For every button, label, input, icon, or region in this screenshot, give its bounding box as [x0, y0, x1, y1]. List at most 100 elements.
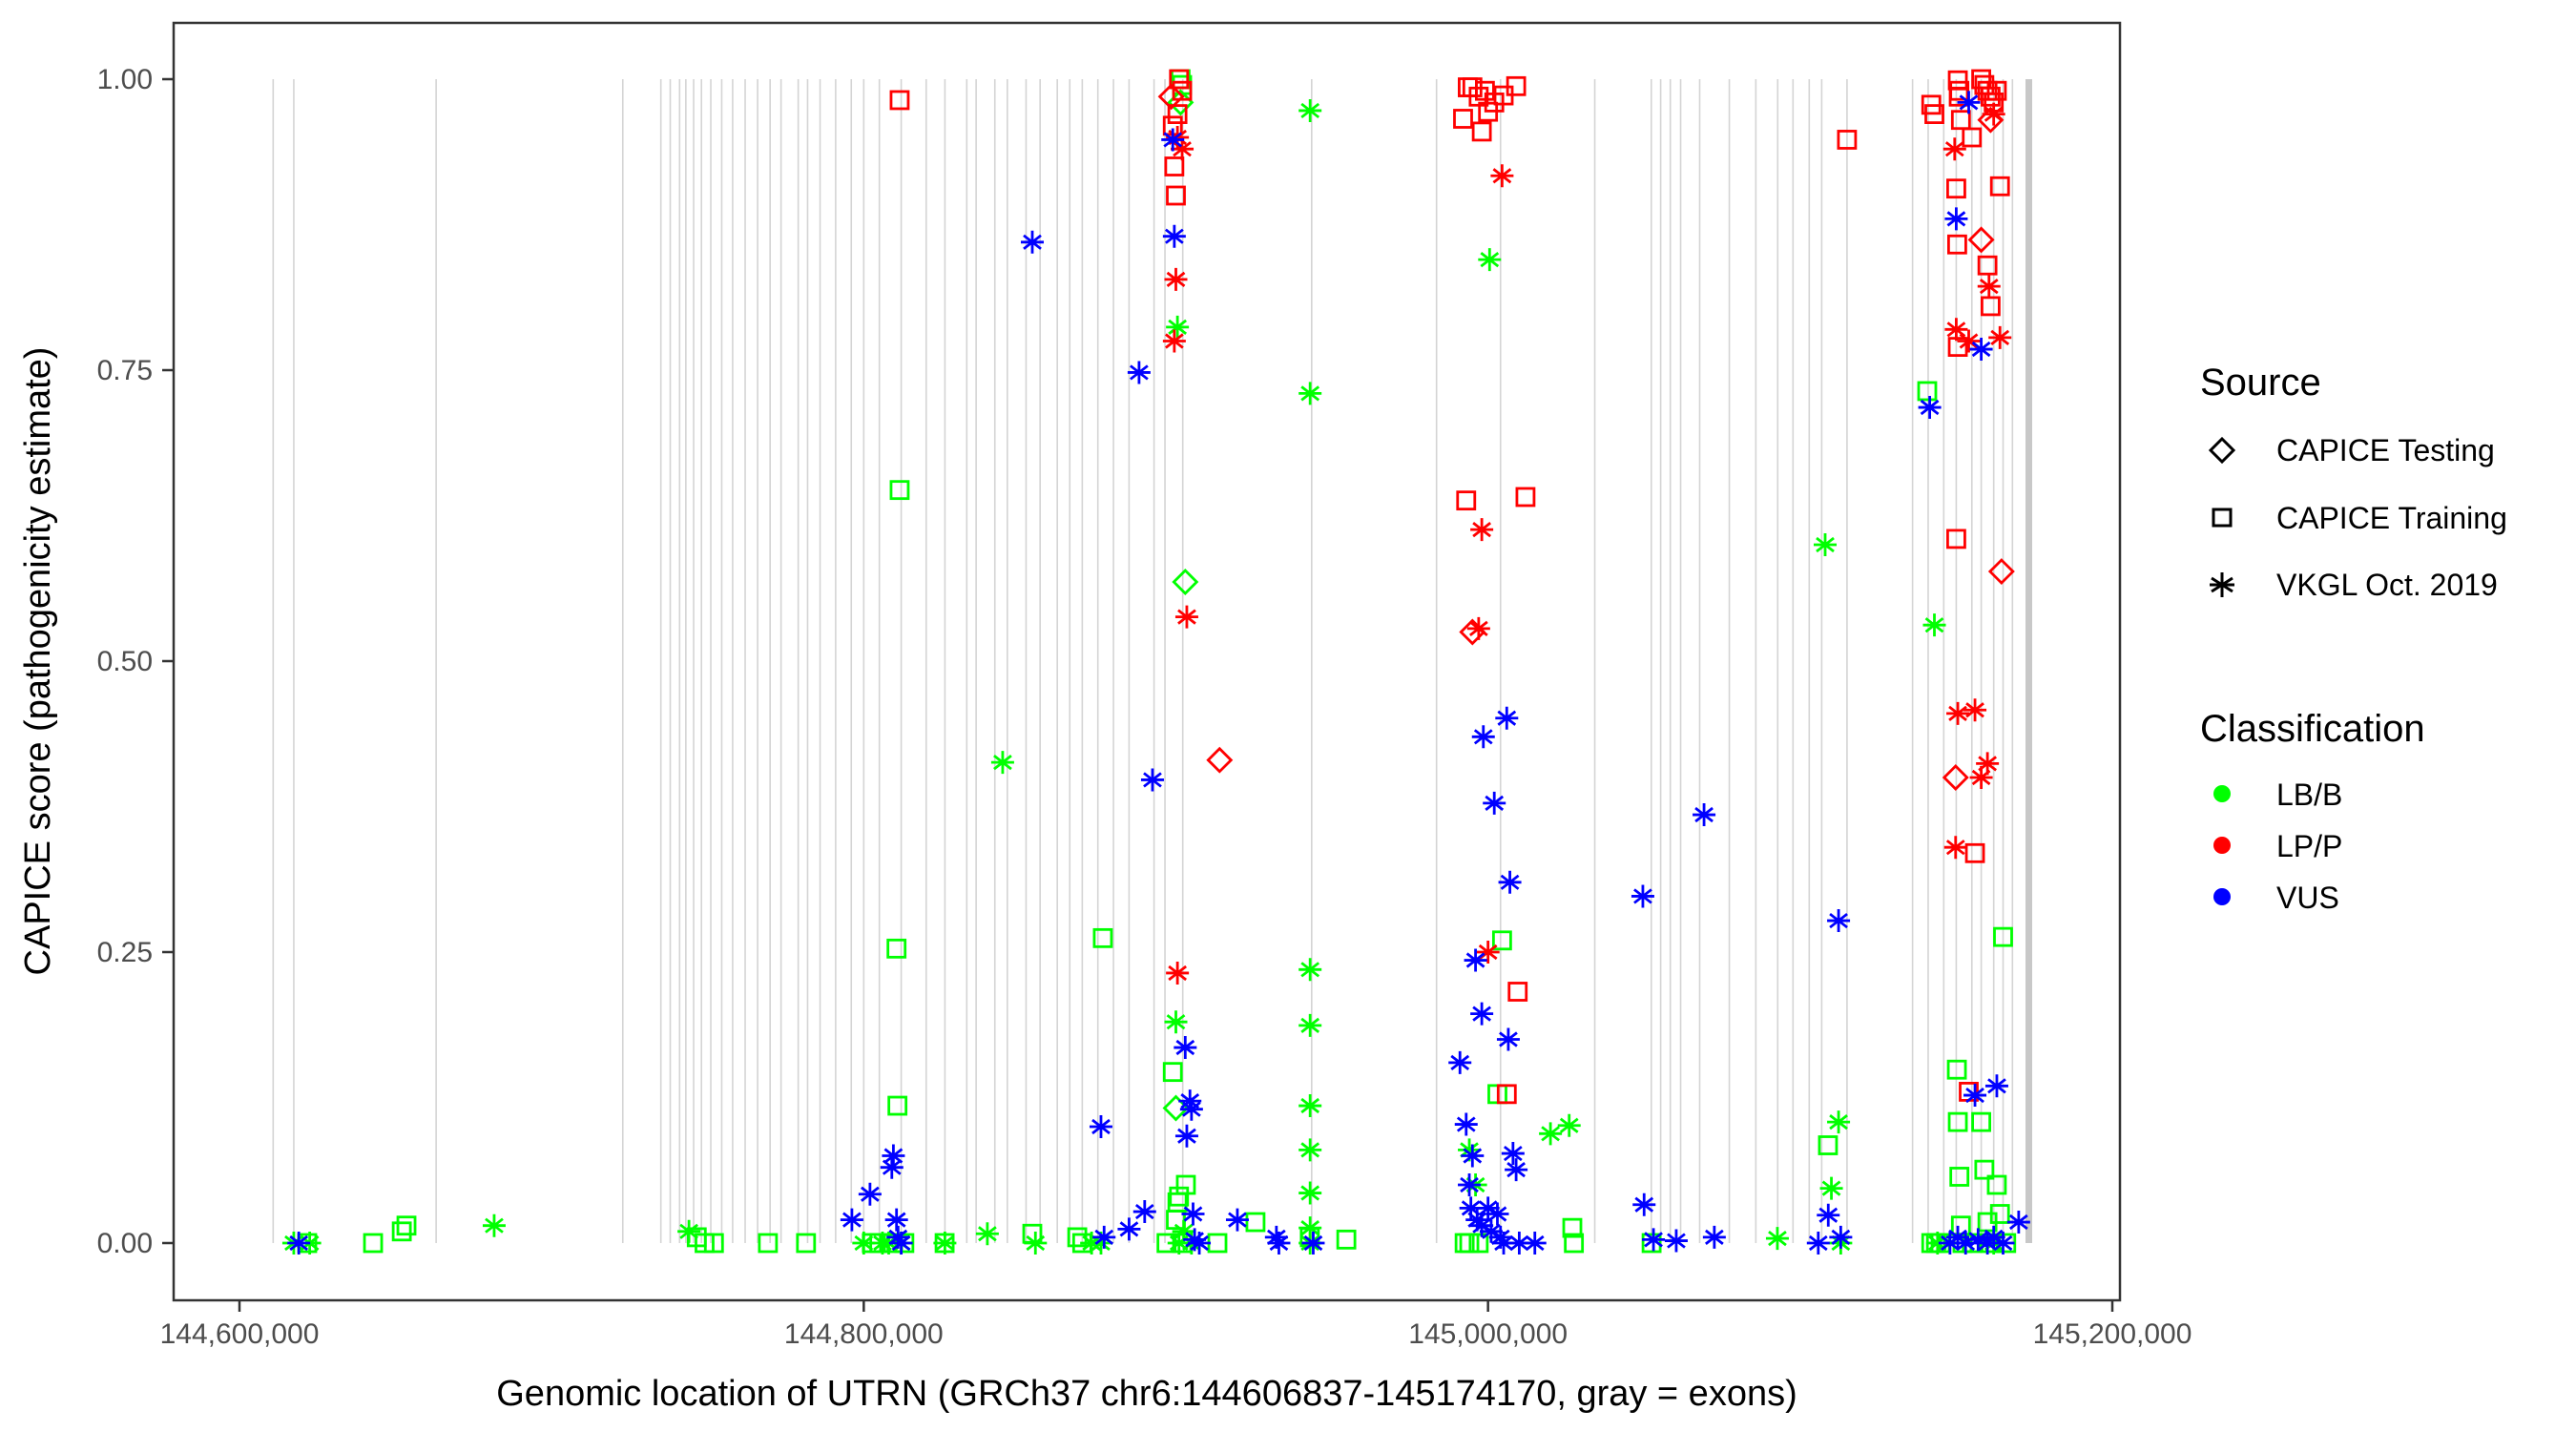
data-point [1471, 725, 1495, 749]
data-point [1164, 1010, 1188, 1034]
data-point [1957, 91, 1981, 114]
y-tick-label: 0.25 [97, 937, 153, 968]
data-point [1456, 490, 1477, 511]
data-point [1461, 1144, 1485, 1168]
data-point [1946, 1059, 1967, 1080]
data-point [1169, 69, 1190, 90]
data-point [1267, 1232, 1291, 1255]
data-point [1501, 1142, 1525, 1166]
data-point [1829, 1225, 1853, 1249]
data-point [1946, 529, 1966, 550]
data-point [1641, 1233, 1662, 1254]
data-point [1089, 1115, 1112, 1138]
data-point [1488, 1225, 1512, 1249]
data-point [1967, 226, 1995, 254]
data-point [1092, 927, 1113, 948]
data-point [1963, 698, 1987, 722]
data-point [1483, 791, 1506, 815]
data-point [1298, 958, 1322, 982]
data-point [1021, 230, 1044, 254]
data-point [1971, 1111, 1991, 1132]
legend-item-lbb: LB/B [2213, 778, 2342, 812]
data-point [1988, 325, 2012, 349]
x-tick-label: 144,600,000 [160, 1318, 320, 1350]
data-point [1957, 329, 1981, 353]
data-point [1827, 1110, 1851, 1134]
data-point [1942, 137, 1966, 161]
legend-item-lpp: LP/P [2213, 829, 2342, 863]
data-point [1169, 1186, 1190, 1207]
data-point [1298, 98, 1322, 122]
data-point [1496, 1027, 1520, 1051]
data-point [1498, 870, 1522, 894]
data-point [1954, 1232, 1978, 1255]
data-point [1986, 80, 2007, 101]
data-point [1166, 185, 1186, 206]
y-axis-title: CAPICE score (pathogenicity estimate) [18, 347, 58, 976]
data-point [1496, 1084, 1517, 1105]
data-point [1943, 836, 1967, 860]
red-dot-icon [2213, 837, 2231, 854]
x-tick-label: 144,800,000 [784, 1318, 944, 1350]
data-point [1507, 1232, 1531, 1255]
legend-item-capice-testing: CAPICE Testing [2208, 433, 2495, 467]
data-point [1505, 1158, 1528, 1182]
data-point [880, 1155, 904, 1179]
data-point [1987, 558, 2015, 586]
data-point [1174, 1036, 1197, 1060]
data-point [1664, 1229, 1688, 1253]
data-point [1946, 234, 1967, 255]
data-point [1946, 178, 1966, 199]
data-point [1962, 127, 1983, 148]
data-point [1161, 128, 1185, 152]
data-point [1172, 1219, 1195, 1243]
data-point [884, 1208, 908, 1232]
data-point [1092, 1225, 1116, 1249]
data-point [1964, 842, 1985, 863]
data-point [1925, 1232, 1949, 1255]
x-tick-label: 145,000,000 [1408, 1318, 1568, 1350]
data-point [1989, 1204, 2010, 1224]
data-point [287, 1232, 311, 1255]
data-point [1179, 1097, 1203, 1121]
data-point [1562, 1217, 1583, 1238]
data-point [1693, 803, 1716, 827]
data-point [1977, 255, 1998, 276]
data-point [391, 1221, 412, 1242]
data-point [1453, 109, 1473, 129]
data-point [1458, 1138, 1482, 1162]
data-point [1947, 1111, 1968, 1132]
data-point [1989, 176, 2010, 197]
data-point [1464, 948, 1487, 972]
data-point [2006, 1211, 2030, 1234]
data-point [1966, 1228, 1990, 1252]
data-point [1206, 746, 1234, 774]
data-point [1167, 104, 1188, 124]
data-point [1479, 1219, 1503, 1243]
data-point [1837, 130, 1858, 150]
data-point [1166, 315, 1190, 339]
data-point [852, 1232, 876, 1255]
data-point [1817, 1203, 1840, 1227]
data-point [1470, 1002, 1494, 1026]
data-point [1127, 361, 1151, 384]
data-point [1470, 1213, 1494, 1237]
data-point [1946, 701, 1970, 725]
data-point [1982, 1225, 2005, 1249]
data-point [1174, 1124, 1198, 1148]
square-icon [2212, 508, 2233, 528]
data-point [1245, 1212, 1266, 1233]
data-point [887, 1095, 908, 1116]
data-point [1948, 86, 1969, 107]
data-point [1476, 1196, 1500, 1220]
data-point [1157, 83, 1185, 111]
data-point [1984, 1074, 2008, 1098]
asterisk-icon [2210, 572, 2234, 597]
data-point [1167, 1232, 1191, 1255]
data-point [677, 1219, 701, 1243]
data-point [1986, 1174, 2007, 1195]
diamond-icon [2208, 436, 2236, 465]
data-point [1164, 267, 1188, 291]
data-point [396, 1215, 417, 1236]
